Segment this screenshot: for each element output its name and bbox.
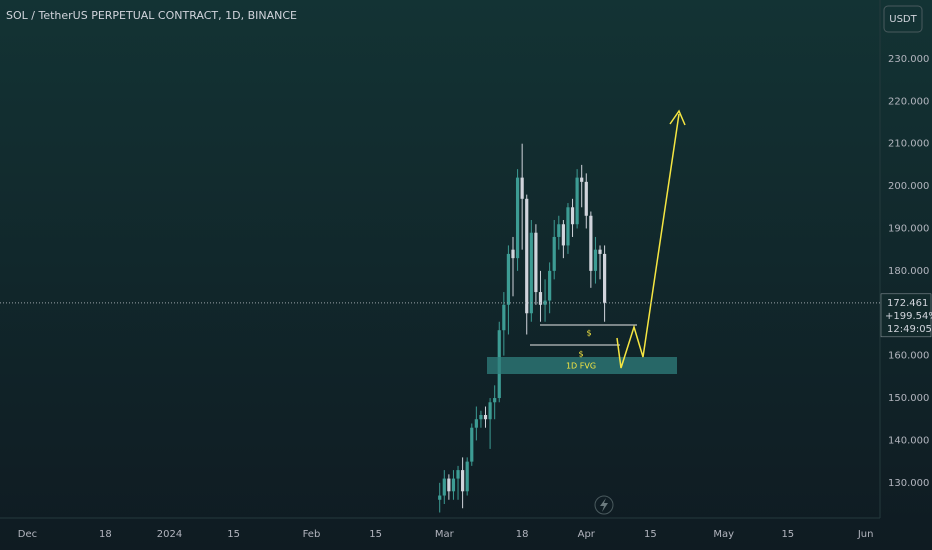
- candle-body: [598, 249, 602, 254]
- candle-body: [538, 292, 543, 305]
- y-tick-label: 160.000: [888, 351, 929, 362]
- currency-label[interactable]: USDT: [889, 14, 917, 25]
- candle-body: [465, 461, 469, 492]
- x-tick-label: Feb: [303, 529, 321, 540]
- alert-icon[interactable]: [594, 495, 614, 515]
- candle-body: [543, 300, 547, 305]
- candle-body: [561, 224, 565, 246]
- candle-body: [470, 427, 474, 462]
- candle-body: [515, 177, 520, 259]
- candle-body: [456, 470, 460, 479]
- projection-arrowhead: [669, 109, 686, 126]
- chart-title: SOL / TetherUS PERPETUAL CONTRACT, 1D, B…: [6, 9, 297, 22]
- candle-body: [520, 177, 524, 199]
- fvg-box: [487, 357, 677, 374]
- candle-body: [602, 253, 607, 303]
- x-tick-label: Jun: [857, 529, 874, 540]
- x-tick-label: 15: [369, 529, 382, 540]
- last-price-box: [880, 293, 932, 338]
- annotation: 1D FVG: [566, 362, 596, 371]
- y-tick-label: 130.000: [888, 478, 929, 489]
- y-tick-label: 200.000: [888, 181, 929, 192]
- x-tick-label: 18: [516, 529, 529, 540]
- x-tick-label: May: [713, 529, 734, 540]
- candle-body: [511, 249, 515, 259]
- candle-body: [483, 414, 488, 420]
- candle-body: [589, 215, 593, 271]
- y-tick-label: 180.000: [888, 266, 929, 277]
- alert-bolt: [600, 498, 608, 512]
- x-tick-label: Mar: [435, 529, 455, 540]
- x-tick-label: 2024: [157, 529, 182, 540]
- x-tick-label: 15: [644, 529, 657, 540]
- candle-body: [593, 249, 598, 271]
- candle-body: [548, 270, 552, 301]
- candle-body: [529, 232, 533, 314]
- candle-body: [479, 414, 483, 420]
- candle-body: [493, 398, 497, 403]
- candle-body: [557, 224, 561, 237]
- currency-button[interactable]: [883, 5, 923, 33]
- candle-body: [525, 198, 529, 314]
- x-tick-label: Apr: [578, 529, 596, 540]
- y-tick-label: 140.000: [888, 435, 929, 446]
- candle-body: [575, 177, 579, 225]
- candle-body: [584, 181, 588, 216]
- candle-body: [570, 207, 575, 225]
- annotation: $: [578, 350, 583, 359]
- y-tick-label: 190.000: [888, 223, 929, 234]
- candle-body: [438, 495, 442, 500]
- candle-body: [447, 478, 451, 492]
- annotation: $: [586, 329, 591, 338]
- y-tick-label: 210.000: [888, 139, 929, 150]
- candles: [438, 143, 607, 513]
- x-tick-label: 18: [99, 529, 112, 540]
- candle-body: [502, 304, 506, 331]
- y-tick-label: 150.000: [888, 393, 929, 404]
- candle-body: [474, 419, 478, 428]
- x-tick-label: Dec: [18, 529, 37, 540]
- y-tick-label: 230.000: [888, 54, 929, 65]
- x-tick-label: 15: [781, 529, 794, 540]
- candle-body: [506, 253, 511, 305]
- y-tick-label: 220.000: [888, 96, 929, 107]
- candle-body: [488, 402, 492, 420]
- change-label: +199.54%: [885, 311, 932, 322]
- countdown-label: 12:49:05: [887, 324, 932, 335]
- candle-body: [552, 236, 556, 271]
- candle-body: [442, 478, 446, 496]
- candle-body: [566, 207, 570, 246]
- last-price-label: 172.461: [887, 298, 928, 309]
- x-tick-label: 15: [227, 529, 240, 540]
- candle-body: [461, 470, 465, 492]
- candle-body: [580, 177, 584, 182]
- candle-body: [534, 232, 538, 293]
- projection-path: [616, 113, 680, 369]
- candle-body: [451, 478, 456, 492]
